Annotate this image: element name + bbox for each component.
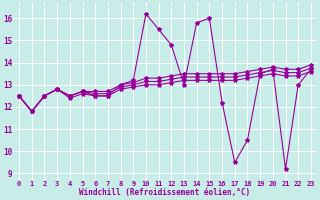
X-axis label: Windchill (Refroidissement éolien,°C): Windchill (Refroidissement éolien,°C) (79, 188, 251, 197)
